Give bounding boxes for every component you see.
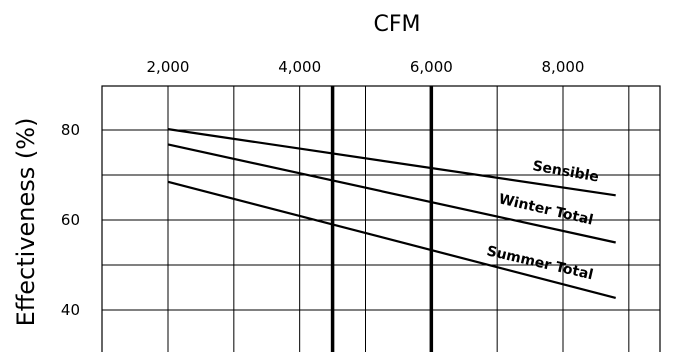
x-tick-label: 8,000	[542, 58, 585, 76]
series-label-1: Sensible	[531, 158, 600, 185]
series-label-2: Winter Total	[497, 191, 595, 228]
reference-lines	[330, 86, 434, 352]
series-line-1	[167, 128, 616, 197]
plot-frame	[101, 85, 661, 352]
x-tick-labels: 2,000 4,000 6,000 8,000	[147, 58, 585, 76]
x-tick-label: 2,000	[147, 58, 190, 76]
y-tick-label: 60	[61, 211, 80, 229]
y-tick-label: 80	[61, 121, 80, 139]
x-tick-label: 6,000	[410, 58, 453, 76]
x-axis-title: CFM	[374, 12, 421, 37]
series-lines	[167, 128, 616, 299]
y-tick-labels: 80 60 40	[61, 121, 80, 319]
y-axis-title: Effectiveness (%)	[12, 118, 40, 327]
y-tick-label: 40	[61, 301, 80, 319]
series-line-3	[167, 180, 616, 299]
series-line-2	[167, 143, 616, 244]
x-tick-label: 4,000	[278, 58, 321, 76]
